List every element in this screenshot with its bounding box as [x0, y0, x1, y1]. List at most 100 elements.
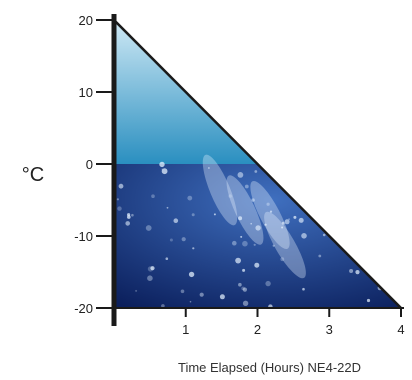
frost-shape: [264, 211, 306, 279]
frost-shape: [250, 180, 290, 250]
ice-speck: [242, 287, 247, 292]
plot-area: [113, 19, 402, 309]
ice-speck: [131, 213, 134, 217]
ice-speck: [117, 206, 122, 211]
ice-speck: [269, 210, 273, 213]
ice-speck: [127, 215, 131, 219]
ice-speck: [232, 240, 237, 246]
ice-speck: [254, 170, 258, 173]
ice-speck: [147, 275, 153, 282]
ice-speck: [284, 219, 290, 225]
ice-speck: [159, 161, 165, 168]
y-tick-label: 20: [79, 13, 93, 28]
ice-speck: [339, 182, 343, 185]
ice-speck: [304, 184, 309, 189]
ice-speck: [281, 221, 285, 225]
ice-speck: [228, 194, 232, 198]
ice-speck: [241, 286, 245, 291]
ice-speck: [208, 167, 210, 169]
ice-speck: [169, 238, 173, 242]
ice-speck: [300, 183, 306, 189]
ice-speck: [240, 235, 243, 238]
ice-speck: [318, 254, 322, 258]
ice-speck: [322, 233, 326, 237]
ice-speck: [125, 221, 130, 226]
series-line: [113, 19, 402, 309]
ice-speck: [161, 168, 168, 175]
ice-speck: [166, 206, 169, 209]
ice-speck: [293, 215, 297, 219]
ice-speck: [181, 237, 186, 242]
ice-speck: [281, 226, 284, 229]
ice-speck: [369, 244, 372, 247]
ice-speck: [165, 257, 169, 261]
x-axis-label: Time Elapsed (Hours) NE4-22D: [178, 360, 361, 375]
y-ticks: 20 10 0 -10 -20: [74, 13, 114, 316]
ice-speck: [343, 222, 346, 225]
ice-speck: [238, 282, 242, 287]
ice-speck: [188, 271, 195, 278]
ice-speck: [242, 300, 249, 306]
ice-speck: [116, 198, 119, 201]
ice-speck: [388, 250, 392, 254]
ice-speck: [199, 292, 204, 297]
ice-speck: [355, 270, 360, 275]
ice-speck: [161, 304, 165, 308]
ice-speck: [187, 195, 193, 201]
ice-speck: [173, 218, 179, 223]
y-axis-label: °C: [22, 164, 44, 186]
ice-speck: [191, 213, 195, 217]
ice-speck: [242, 240, 248, 247]
ice-speck: [282, 182, 288, 187]
ice-speck: [349, 269, 354, 273]
ice-speck: [388, 237, 391, 240]
ice-speck: [302, 287, 305, 291]
ice-speck: [250, 222, 252, 225]
ice-speck: [375, 250, 381, 256]
ice-speck: [255, 225, 261, 231]
y-tick-label: 10: [79, 85, 93, 100]
ice-speck: [145, 225, 152, 231]
y-tick-label: -10: [74, 229, 93, 244]
ice-speck: [386, 209, 390, 213]
ice-speck: [244, 184, 249, 189]
ice-speck: [300, 173, 305, 177]
ice-speck: [280, 257, 285, 262]
ice-speck: [118, 183, 124, 189]
ice-speck: [189, 300, 192, 303]
ice-speck: [288, 218, 291, 221]
ice-texture: [114, 154, 392, 308]
ice-speck: [291, 174, 295, 179]
ice-speck: [298, 217, 304, 223]
ice-speck: [301, 233, 307, 239]
ice-speck: [253, 243, 256, 246]
y-tick-label: 0: [86, 157, 93, 172]
ice-speck: [242, 268, 246, 272]
ice-speck: [254, 262, 260, 268]
ice-speck: [238, 216, 243, 221]
ice-speck: [265, 280, 271, 287]
ice-speck: [213, 213, 216, 216]
frost-shape: [226, 175, 264, 245]
x-tick-label: 3: [326, 322, 333, 337]
ice-speck: [271, 166, 275, 169]
ice-speck: [367, 212, 371, 215]
ice-speck: [180, 289, 185, 294]
ice-speck: [350, 188, 354, 192]
ice-speck: [251, 198, 255, 202]
ice-speck: [290, 177, 293, 180]
x-tick-label: 2: [254, 322, 261, 337]
ice-speck: [192, 247, 195, 250]
ice-speck: [219, 294, 225, 300]
ice-speck: [151, 194, 155, 198]
x-tick-label: 1: [182, 322, 189, 337]
ice-speck: [235, 257, 242, 264]
ice-speck: [266, 202, 270, 206]
x-ticks: 1 2 3 4: [182, 308, 405, 337]
ice-speck: [366, 298, 371, 303]
ice-speck: [161, 168, 164, 171]
ice-speck: [237, 172, 244, 178]
ice-speck: [150, 266, 155, 271]
ice-speck: [127, 213, 131, 217]
